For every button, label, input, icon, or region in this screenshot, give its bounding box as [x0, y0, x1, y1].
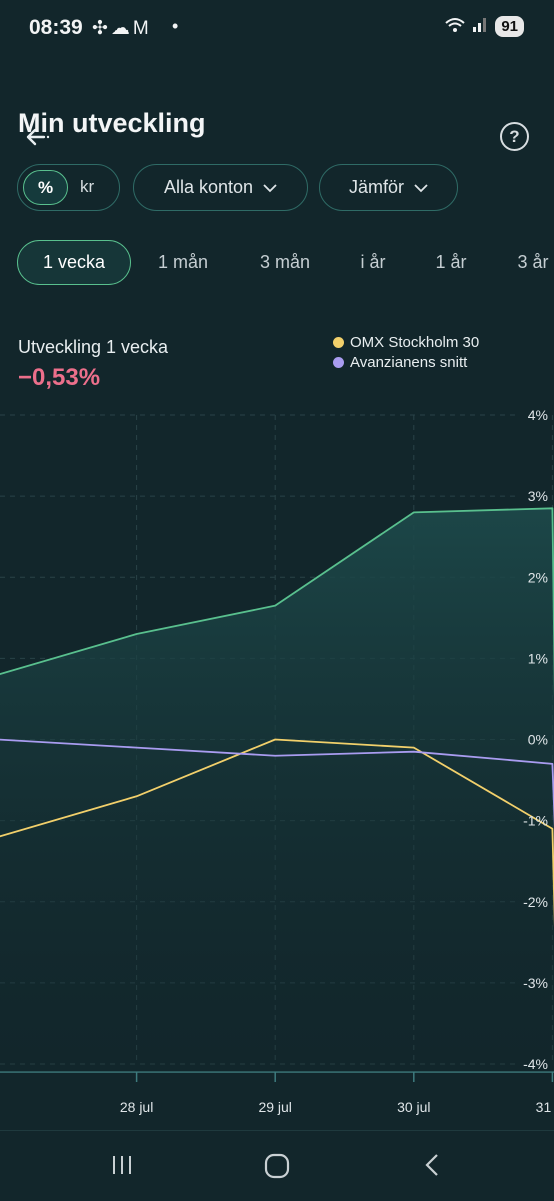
performance-chart[interactable]: 4% 3% 2% 1% 0% -1% -2% -3% -4% 28 jul 29 jul 30 jul… [0, 400, 554, 1130]
period-tabs: 1 vecka 1 mån 3 mån i år 1 år 3 år [0, 240, 554, 286]
status-bar: 08:39 ✣☁M • 91 [0, 0, 554, 58]
y-tick-label: -4% [523, 1056, 548, 1072]
system-back-icon[interactable] [422, 1153, 442, 1177]
y-tick-label: 2% [528, 569, 548, 585]
tab-1-month[interactable]: 1 mån [148, 240, 218, 285]
chevron-down-icon [414, 181, 428, 195]
chart-legend: OMX Stockholm 30 Avanzianens snitt [333, 332, 479, 372]
tab-ytd[interactable]: i år [350, 240, 396, 285]
legend-dot-omx [333, 337, 344, 348]
tab-3-months[interactable]: 3 mån [250, 240, 320, 285]
y-tick-label: 0% [528, 732, 548, 748]
status-time: 08:39 [29, 16, 83, 40]
chevron-down-icon [263, 181, 277, 195]
recent-apps-icon[interactable] [110, 1153, 134, 1177]
performance-label: Utveckling 1 vecka [18, 337, 168, 358]
legend-item-omx: OMX Stockholm 30 [333, 332, 479, 352]
tab-1-year[interactable]: 1 år [426, 240, 476, 285]
signal-icon [473, 16, 487, 37]
y-tick-label: -3% [523, 975, 548, 991]
legend-item-avanza: Avanzianens snitt [333, 352, 479, 372]
x-tick-label: 28 jul [120, 1099, 153, 1115]
notification-icons: ✣☁M [92, 17, 152, 40]
performance-value: −0,53% [18, 364, 100, 392]
more-notifications-icon: • [172, 16, 178, 37]
battery-level: 91 [495, 16, 524, 37]
legend-dot-avanza [333, 357, 344, 368]
y-tick-label: 1% [528, 650, 548, 666]
page-title: Min utveckling [18, 108, 206, 139]
series-area-portfolio [0, 508, 554, 1072]
accounts-dropdown-label: Alla konton [164, 177, 253, 198]
legend-label-avanza: Avanzianens snitt [350, 354, 467, 371]
system-status: 91 [445, 16, 524, 37]
compare-dropdown[interactable]: Jämför [319, 164, 458, 211]
help-icon[interactable]: ? [500, 122, 529, 151]
x-tick-label: 29 jul [258, 1099, 291, 1115]
tab-3-years[interactable]: 3 år [508, 240, 554, 285]
y-tick-label: -1% [523, 813, 548, 829]
compare-dropdown-label: Jämför [349, 177, 404, 198]
tab-1-week[interactable]: 1 vecka [17, 240, 131, 285]
wifi-icon [445, 17, 465, 37]
y-tick-label: 3% [528, 488, 548, 504]
y-tick-label: 4% [528, 407, 548, 423]
unit-toggle[interactable]: % kr [17, 164, 120, 211]
currency-option[interactable]: kr [80, 177, 94, 197]
home-icon[interactable] [264, 1153, 290, 1179]
legend-label-omx: OMX Stockholm 30 [350, 334, 479, 351]
x-tick-label: 30 jul [397, 1099, 430, 1115]
accounts-dropdown[interactable]: Alla konton [133, 164, 308, 211]
system-navigation-bar [0, 1130, 554, 1201]
percent-option[interactable]: % [23, 170, 68, 205]
y-tick-label: -2% [523, 894, 548, 910]
x-tick-label: 31 jul [536, 1099, 554, 1115]
top-app-bar: ? [0, 58, 554, 102]
